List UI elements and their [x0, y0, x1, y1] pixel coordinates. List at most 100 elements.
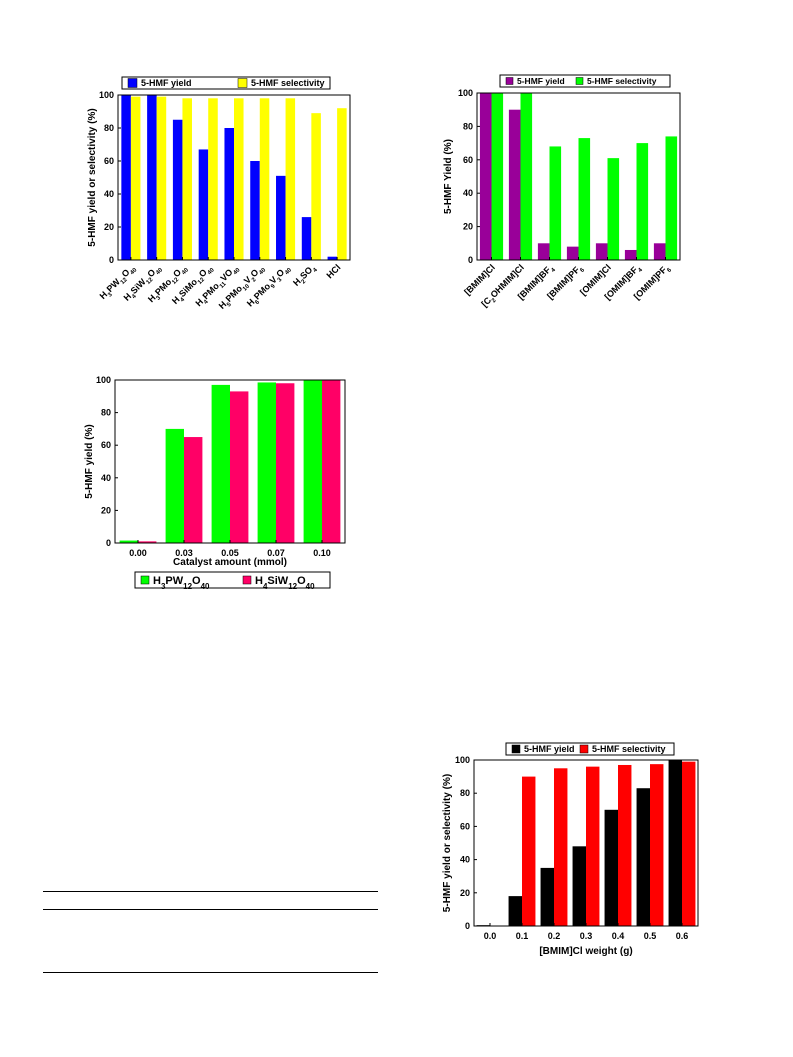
- bar-s2-5: [650, 764, 664, 926]
- y-axis-label: 5-HMF yield or selectivity (%): [442, 774, 453, 912]
- legend-label-0: 5-HMF yield: [524, 744, 575, 754]
- y-tick-label: 0: [468, 255, 473, 265]
- legend-swatch-1: [575, 77, 584, 85]
- bar-s2-0: [138, 541, 157, 543]
- table-rule-bottom: [43, 972, 378, 973]
- bar-s1-7: [301, 217, 312, 260]
- y-tick-label: 40: [101, 473, 111, 483]
- bar-s1-5: [624, 249, 637, 260]
- legend-label-0: H3PW12O40: [153, 575, 210, 591]
- x-tick-label-0: 0.00: [129, 548, 147, 558]
- bar-s2-0: [491, 93, 504, 260]
- bar-s2-3: [276, 383, 295, 543]
- table-rule-top: [43, 891, 378, 892]
- bar-s1-5: [250, 161, 260, 260]
- x-tick-label-2: 0.05: [221, 548, 239, 558]
- bar-s2-2: [182, 98, 192, 260]
- legend-box: [505, 742, 675, 756]
- legend-swatch-0: [140, 575, 150, 585]
- legend-swatch-1: [237, 78, 248, 88]
- legend: 5-HMF yield 5-HMF selectivity: [499, 74, 671, 88]
- x-tick-label-2: 0.2: [548, 931, 561, 941]
- bar-s1-2: [211, 384, 230, 543]
- legend-swatch-1: [242, 575, 252, 585]
- bar-s2-1: [520, 93, 533, 260]
- bar-s2-4: [607, 158, 620, 260]
- x-tick-label-4: 0.4: [612, 931, 625, 941]
- y-tick-label: 100: [458, 88, 473, 98]
- bar-s2-6: [665, 136, 678, 260]
- bar-s2-4: [618, 764, 632, 926]
- bar-s2-6: [285, 98, 296, 260]
- x-tick-label-5: 0.5: [644, 931, 657, 941]
- y-tick-label: 40: [104, 189, 114, 199]
- y-tick-label: 80: [460, 788, 470, 798]
- bar-s1-3: [572, 846, 586, 926]
- y-tick-label: 100: [455, 755, 470, 765]
- legend-swatch-0: [505, 77, 514, 85]
- bar-s1-5: [636, 788, 650, 926]
- bar-s1-2: [540, 867, 554, 926]
- y-tick-label: 100: [99, 90, 114, 100]
- legend-label-0: 5-HMF yield: [517, 76, 565, 86]
- bar-s2-1: [156, 96, 167, 261]
- bar-s1-6: [276, 175, 286, 260]
- x-tick-label-3: 0.07: [267, 548, 285, 558]
- bar-s1-8: [327, 256, 338, 260]
- bar-s2-5: [636, 143, 649, 260]
- bar-s2-0: [130, 96, 141, 261]
- x-tick-label-3: 0.3: [580, 931, 593, 941]
- y-tick-label: 60: [104, 156, 114, 166]
- bar-s2-5: [259, 98, 270, 260]
- legend-label-1: 5-HMF selectivity: [251, 78, 325, 88]
- x-axis-label: [BMIM]Cl weight (g): [539, 946, 632, 957]
- y-tick-label: 0: [465, 921, 470, 931]
- bar-s2-3: [586, 766, 600, 926]
- y-tick-label: 100: [96, 375, 111, 385]
- y-tick-label: 60: [463, 155, 473, 165]
- bar-s1-4: [595, 243, 608, 260]
- x-tick-label-0: 0.0: [484, 931, 497, 941]
- legend: H3PW12O40 H4SiW12O40: [134, 571, 331, 591]
- bar-s2-4: [234, 98, 244, 260]
- legend-box: [134, 571, 331, 589]
- y-axis-label: 5-HMF yield (%): [84, 424, 95, 498]
- bar-s1-3: [257, 382, 276, 543]
- bar-s1-3: [198, 149, 209, 260]
- bar-s1-4: [303, 380, 322, 543]
- x-tick-label-1: 0.1: [516, 931, 529, 941]
- y-axis-label: 5-HMF Yield (%): [443, 139, 454, 214]
- bar-s2-1: [184, 437, 203, 543]
- bar-s1-1: [508, 896, 522, 926]
- bar-s1-2: [537, 243, 550, 260]
- bar-s2-6: [682, 761, 696, 926]
- legend-box: [121, 76, 331, 90]
- bar-s1-4: [224, 128, 234, 260]
- bar-s1-1: [165, 428, 184, 543]
- bar-s2-8: [337, 108, 347, 260]
- y-tick-label: 20: [104, 222, 114, 232]
- y-tick-label: 60: [101, 440, 111, 450]
- bar-s2-3: [208, 98, 218, 260]
- y-tick-label: 80: [104, 123, 114, 133]
- legend-box: [499, 74, 671, 88]
- legend-label-1: H4SiW12O40: [255, 575, 315, 591]
- y-tick-label: 60: [460, 821, 470, 831]
- y-tick-label: 20: [460, 888, 470, 898]
- bar-s1-0: [119, 540, 138, 543]
- table-rule-middle: [43, 909, 378, 910]
- legend-swatch-0: [511, 744, 521, 754]
- legend-swatch-0: [127, 78, 138, 88]
- y-tick-label: 20: [101, 505, 111, 515]
- legend-swatch-1: [579, 744, 589, 754]
- bar-s1-1: [508, 109, 521, 260]
- x-axis-label: Catalyst amount (mmol): [173, 557, 287, 568]
- bar-s1-4: [604, 809, 618, 926]
- bar-s2-1: [522, 776, 536, 926]
- legend-label-0: 5-HMF yield: [141, 78, 192, 88]
- x-tick-label-6: 0.6: [676, 931, 689, 941]
